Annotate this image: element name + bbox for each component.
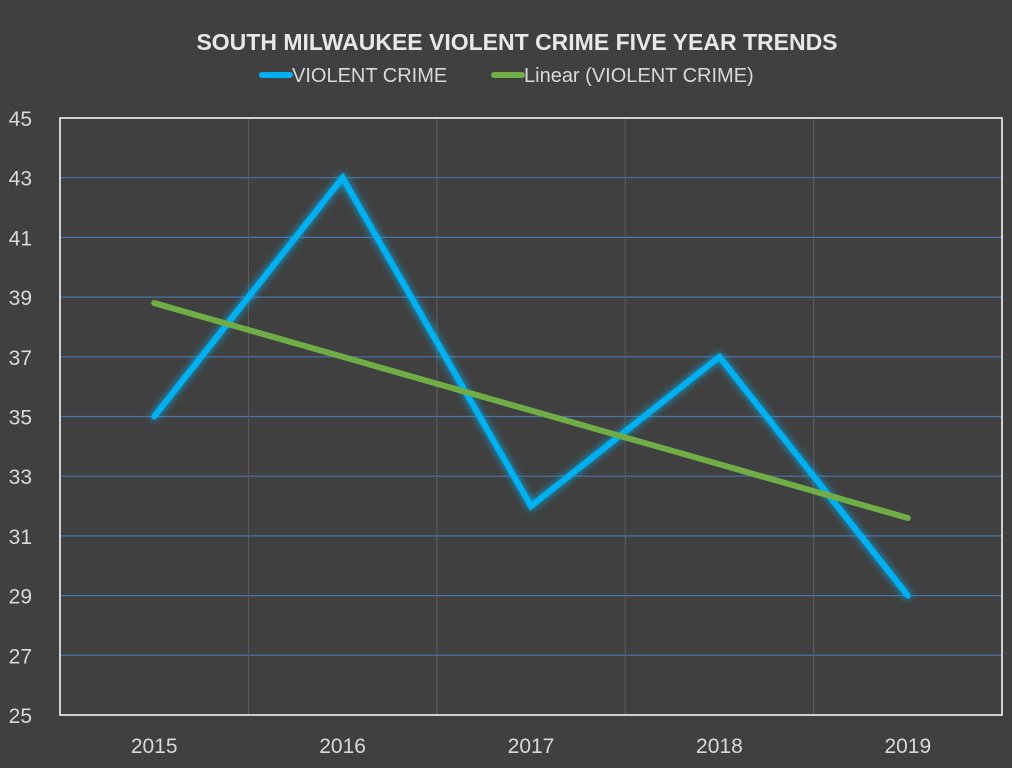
x-tick-label: 2019 (884, 735, 931, 758)
y-tick-label: 45 (9, 108, 32, 131)
y-tick-label: 35 (9, 407, 32, 430)
series-linear-trend (151, 300, 911, 521)
legend: VIOLENT CRIME Linear (VIOLENT CRIME) (259, 65, 754, 87)
x-tick-label: 2016 (319, 735, 366, 758)
plot-frame (59, 117, 1003, 716)
x-tick-label: 2015 (131, 735, 178, 758)
series-violent-crime (151, 172, 911, 599)
x-tick-label: 2018 (696, 735, 743, 758)
y-tick-label: 31 (9, 526, 32, 549)
legend-label: Linear (VIOLENT CRIME) (524, 65, 754, 87)
y-tick-label: 37 (9, 347, 32, 370)
y-tick-label: 41 (9, 227, 32, 250)
y-tick-label: 25 (9, 705, 32, 728)
legend-label: VIOLENT CRIME (292, 65, 447, 87)
y-tick-label: 27 (9, 645, 32, 668)
x-axis-ticks: 2015 2016 2017 2018 2019 (131, 735, 931, 758)
grid (60, 118, 1002, 715)
chart-title: SOUTH MILWAUKEE VIOLENT CRIME FIVE YEAR … (196, 29, 837, 55)
y-axis-ticks: 25 27 29 31 33 35 37 39 41 43 45 (9, 108, 32, 728)
y-tick-label: 43 (9, 168, 32, 191)
line-violent-crime (151, 172, 911, 599)
y-tick-label: 29 (9, 586, 32, 609)
y-tick-label: 39 (9, 287, 32, 310)
x-tick-label: 2017 (508, 735, 555, 758)
series-layer (151, 172, 911, 599)
y-tick-label: 33 (9, 466, 32, 489)
